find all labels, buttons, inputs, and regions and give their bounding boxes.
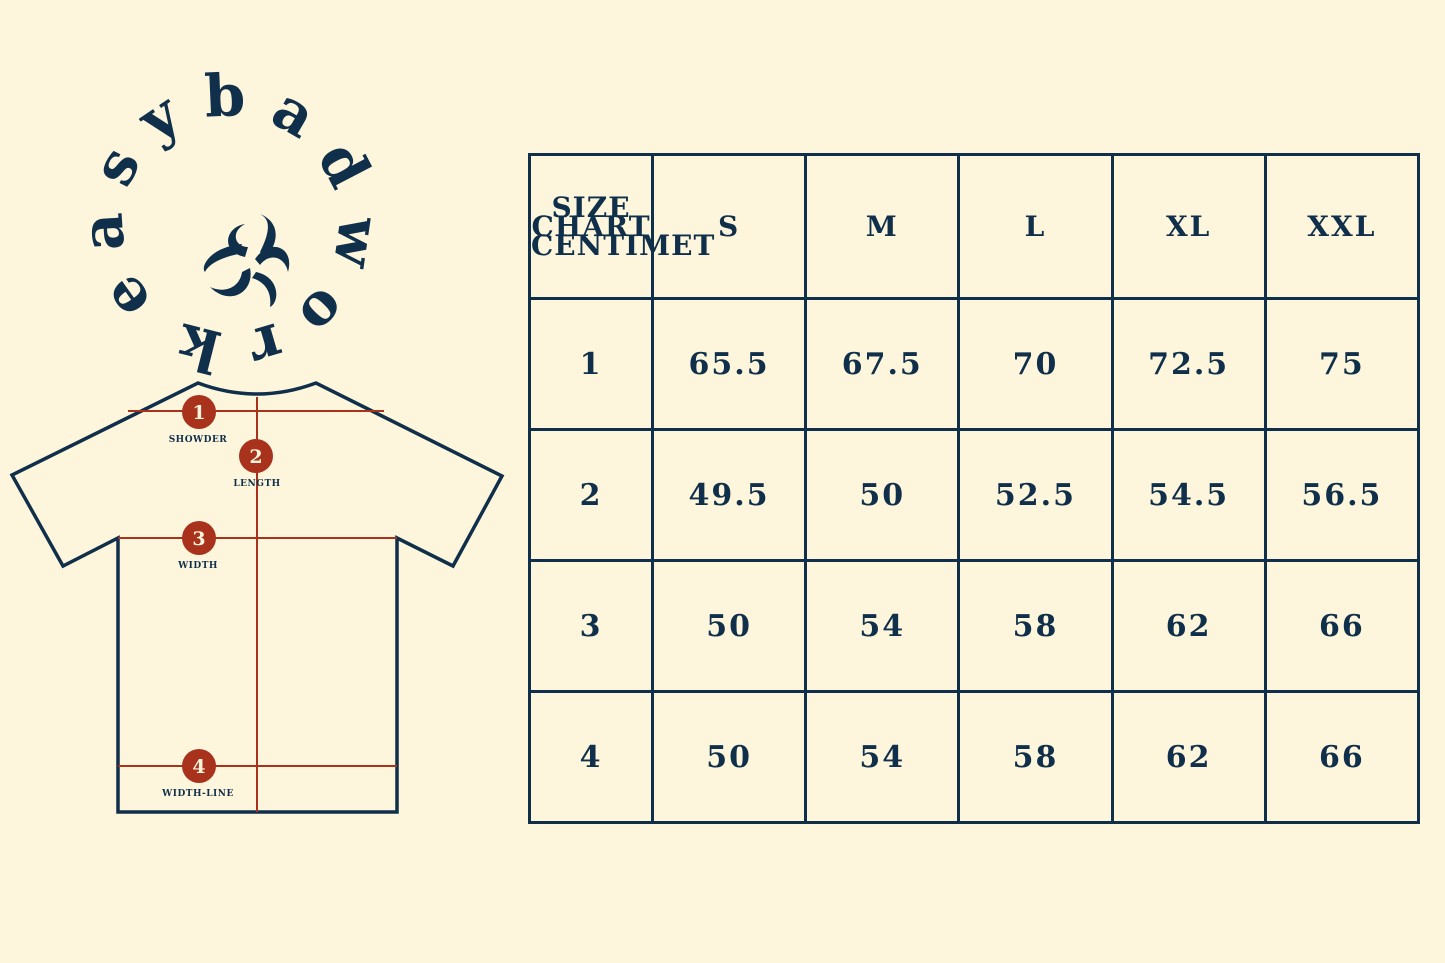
marker-number: 1 <box>192 402 205 424</box>
table-row: 4 50 54 58 62 66 <box>528 690 1421 824</box>
table-cell: 65.5 <box>650 297 808 431</box>
marker-number: 3 <box>192 528 205 550</box>
table-cell: 70 <box>957 297 1114 431</box>
row-id: 3 <box>528 559 654 693</box>
table-cell: 72.5 <box>1110 297 1267 431</box>
table-row: 1 65.5 67.5 70 72.5 75 <box>528 297 1421 431</box>
table-cell: 75 <box>1263 297 1421 431</box>
table-cell: 50 <box>804 428 961 562</box>
table-cell: 50 <box>650 690 808 824</box>
table-cell: 62 <box>1110 690 1267 824</box>
size-header: XXL <box>1263 153 1421 300</box>
table-cell: 54 <box>804 690 961 824</box>
size-header: L <box>957 153 1114 300</box>
table-cell: 56.5 <box>1263 428 1421 562</box>
marker-number: 4 <box>192 756 205 778</box>
corner-cell: SIZE CHART CENTIMET <box>528 153 716 300</box>
table-cell: 62 <box>1110 559 1267 693</box>
marker-4: 4 WIDTH-LINE <box>161 749 234 799</box>
marker-label: LENGTH <box>233 479 280 489</box>
marker-3: 3 WIDTH <box>177 521 218 571</box>
table-cell: 66 <box>1263 559 1421 693</box>
table-cell: 58 <box>957 690 1114 824</box>
table-cell: 49.5 <box>650 428 808 562</box>
table-cell: 67.5 <box>804 297 961 431</box>
row-id: 4 <box>528 690 654 824</box>
corner-line: CHART <box>531 210 651 243</box>
header-row: SIZE CHART CENTIMET S M L XL XXL <box>528 153 1421 300</box>
table-cell: 54.5 <box>1110 428 1267 562</box>
row-id: 1 <box>528 297 654 431</box>
corner-line: CENTIMET <box>531 229 716 262</box>
marker-1: 1 SHOWDER <box>169 395 228 445</box>
marker-label: SHOWDER <box>169 435 228 445</box>
table-cell: 58 <box>957 559 1114 693</box>
table-cell: 52.5 <box>957 428 1114 562</box>
marker-number: 2 <box>249 446 262 468</box>
brand-logo: easybadwork <box>68 61 395 386</box>
size-table: SIZE CHART CENTIMET S M L XL XXL 1 65.5 … <box>528 153 1421 824</box>
table-row: 2 49.5 50 52.5 54.5 56.5 <box>528 428 1421 562</box>
table-row: 3 50 54 58 62 66 <box>528 559 1421 693</box>
flame-swirl-icon <box>203 214 290 307</box>
shirt-diagram: easybadwork 1 SHOWDER 2 <box>9 61 505 814</box>
size-header: M <box>804 153 961 300</box>
table-cell: 66 <box>1263 690 1421 824</box>
size-header: XL <box>1110 153 1267 300</box>
svg-text:easybadwork: easybadwork <box>68 61 395 386</box>
size-header: S <box>650 153 808 300</box>
table-cell: 50 <box>650 559 808 693</box>
row-id: 2 <box>528 428 654 562</box>
table-cell: 54 <box>804 559 961 693</box>
marker-label: WIDTH <box>177 561 218 571</box>
marker-2: 2 LENGTH <box>233 439 280 489</box>
logo-text: easybadwork <box>68 61 395 386</box>
corner-line: SIZE <box>551 191 631 224</box>
marker-label: WIDTH-LINE <box>161 789 234 799</box>
